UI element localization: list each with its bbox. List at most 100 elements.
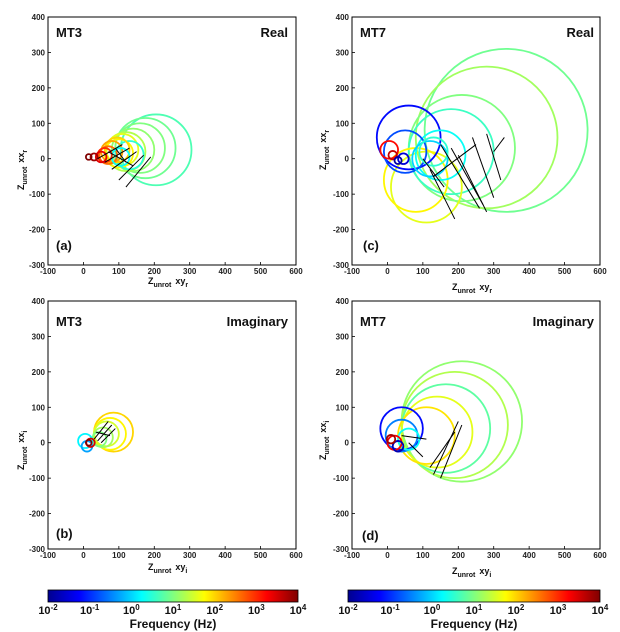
panel-letter: (d) bbox=[362, 528, 379, 543]
y-axis-label-sub: unrot bbox=[22, 166, 29, 185]
y-axis-label-tail-sub: r bbox=[324, 130, 331, 133]
x-axis-label-tail: xy bbox=[175, 276, 185, 286]
x-axis-label: Zunrot xyi bbox=[452, 566, 491, 579]
y-tick-label: -200 bbox=[29, 510, 46, 519]
colorbar-tick-label: 10-2 bbox=[38, 603, 58, 617]
phase-line bbox=[450, 147, 484, 206]
x-axis-label-tail-sub: i bbox=[185, 568, 187, 575]
panel-a: -100 0 100 200 300 400 500 600 400 300 200 100 0 -100… bbox=[16, 13, 303, 289]
phase-line bbox=[125, 156, 152, 188]
colorbar-gradient bbox=[347, 589, 601, 603]
x-tick-label: 400 bbox=[522, 267, 536, 276]
phase-line bbox=[97, 144, 123, 160]
x-tick-label: -100 bbox=[344, 551, 361, 560]
x-tick-label: 200 bbox=[148, 551, 162, 560]
svg-text:Zunrotxxr: Zunrot xxr bbox=[318, 130, 331, 170]
y-tick-label: 200 bbox=[32, 84, 46, 93]
phase-line bbox=[401, 435, 427, 440]
x-axis-label-sub: unrot bbox=[458, 288, 477, 295]
y-axis-label-tail-sub: r bbox=[22, 150, 29, 153]
y-tick-label: 300 bbox=[336, 48, 350, 57]
y-tick-label: -200 bbox=[29, 226, 46, 235]
colorbar-tick-label: 10-1 bbox=[80, 603, 100, 617]
x-tick-label: 0 bbox=[385, 551, 390, 560]
panel-letter: (b) bbox=[56, 526, 73, 541]
x-tick-label: 500 bbox=[558, 551, 572, 560]
x-axis-label-main: Z bbox=[452, 282, 458, 292]
phase-line bbox=[114, 147, 127, 163]
impedance-circle bbox=[397, 152, 410, 165]
plot-frame bbox=[351, 300, 601, 550]
x-axis-label-main: Z bbox=[452, 566, 458, 576]
x-tick-label: 400 bbox=[218, 551, 232, 560]
y-tick-label: 0 bbox=[345, 155, 350, 164]
component-title: Imaginary bbox=[533, 314, 595, 329]
phase-line bbox=[104, 147, 130, 163]
y-axis-label-sub: unrot bbox=[324, 146, 331, 165]
y-axis-label-main: Z bbox=[318, 164, 328, 170]
x-tick-label: 200 bbox=[452, 551, 466, 560]
x-tick-label: 500 bbox=[254, 551, 268, 560]
y-tick-label: -200 bbox=[333, 226, 350, 235]
panel-letter: (c) bbox=[363, 238, 379, 253]
x-tick-label: 500 bbox=[558, 267, 572, 276]
x-tick-label: 300 bbox=[487, 551, 501, 560]
phase-line bbox=[457, 154, 488, 213]
impedance-circle bbox=[387, 150, 398, 161]
x-axis-label-tail-sub: r bbox=[489, 288, 492, 295]
x-tick-label: 600 bbox=[593, 551, 607, 560]
x-tick-label: -100 bbox=[40, 267, 57, 276]
component-title: Real bbox=[261, 25, 288, 40]
colorbar-tick-label: 10-2 bbox=[338, 603, 358, 617]
impedance-circle bbox=[391, 440, 405, 453]
phase-line bbox=[471, 137, 495, 198]
y-axis-label-sub: unrot bbox=[324, 436, 331, 455]
x-tick-label: 200 bbox=[452, 267, 466, 276]
y-tick-label: 400 bbox=[32, 297, 46, 306]
x-axis-label: Zunrot xyr bbox=[452, 282, 492, 295]
phase-line bbox=[493, 137, 505, 152]
colorbar-label: Frequency (Hz) bbox=[130, 617, 217, 631]
impedance-circle bbox=[418, 136, 449, 167]
impedance-circle bbox=[384, 418, 419, 453]
x-axis-label: Zunrot xyi bbox=[148, 562, 187, 575]
phase-line bbox=[440, 144, 480, 209]
x-tick-label: -100 bbox=[344, 267, 361, 276]
x-tick-label: 300 bbox=[183, 551, 197, 560]
phase-line bbox=[97, 424, 113, 442]
plot-frame bbox=[47, 16, 297, 266]
x-tick-label: 300 bbox=[183, 267, 197, 276]
phase-line bbox=[107, 151, 134, 167]
x-axis-label-sub: unrot bbox=[154, 282, 173, 289]
impedance-circle bbox=[375, 104, 442, 171]
plot-marks bbox=[77, 411, 134, 453]
component-title: Imaginary bbox=[227, 314, 289, 329]
y-axis-label: Zunrot xxi bbox=[318, 421, 331, 460]
phase-line bbox=[429, 169, 456, 220]
y-axis-label: Zunrot xxr bbox=[16, 150, 29, 190]
y-axis-label-main: Z bbox=[16, 184, 26, 190]
phase-line bbox=[95, 431, 111, 437]
x-tick-label: 100 bbox=[112, 551, 126, 560]
y-tick-label: 0 bbox=[41, 439, 46, 448]
y-axis-label-sub: unrot bbox=[22, 446, 29, 465]
plot-area: -100 0 100 200 300 400 500 600 400 300 200 100 0 -100… bbox=[29, 297, 303, 560]
plot-frame bbox=[351, 16, 601, 266]
impedance-circle bbox=[85, 153, 93, 161]
colorbar-right: 10-2 10-1 100 101 102 103 104 Frequency (Hz) bbox=[338, 589, 609, 631]
y-tick-label: -300 bbox=[333, 261, 350, 270]
impedance-circle bbox=[110, 127, 156, 173]
y-tick-label: 300 bbox=[32, 48, 46, 57]
x-tick-label: 400 bbox=[522, 551, 536, 560]
colorbar-tick-label: 100 bbox=[123, 603, 140, 617]
station-title: MT3 bbox=[56, 25, 82, 40]
y-tick-label: 200 bbox=[336, 368, 350, 377]
y-axis-label-tail: xx bbox=[318, 133, 328, 143]
phase-line bbox=[433, 144, 477, 177]
y-tick-label: -300 bbox=[333, 545, 350, 554]
station-title: MT3 bbox=[56, 314, 82, 329]
phase-line bbox=[422, 158, 445, 188]
